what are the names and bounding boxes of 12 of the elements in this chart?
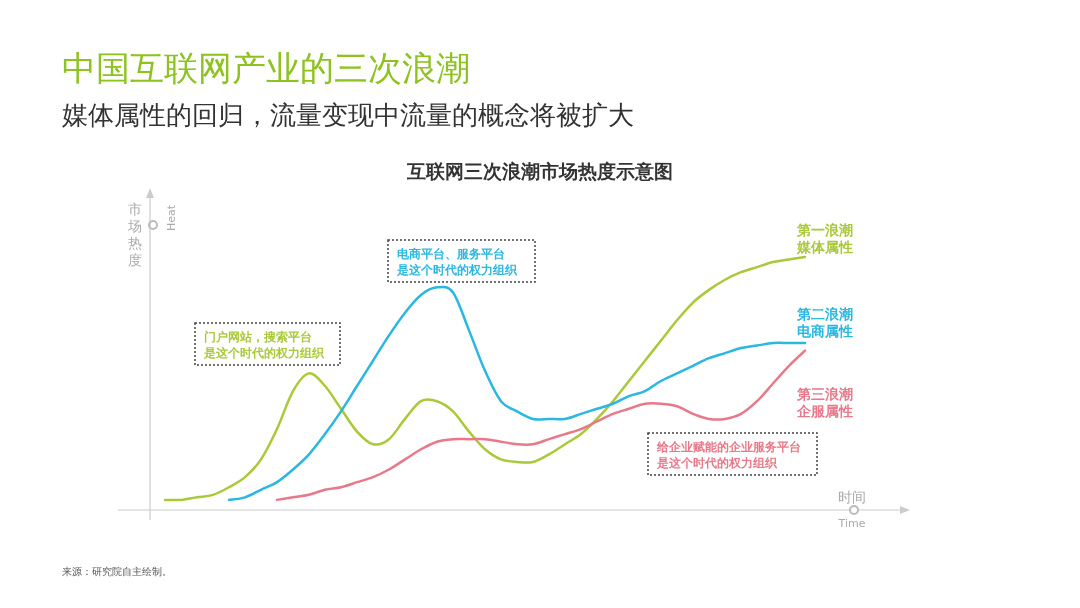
- annotation: 门户网站，搜索平台是这个时代的权力组织: [203, 330, 325, 360]
- source-note: 来源：研究院自主绘制。: [62, 566, 172, 577]
- series-label: 第一浪潮媒体属性: [796, 222, 853, 255]
- annotation: 给企业赋能的企业服务平台是这个时代的权力组织: [656, 440, 801, 470]
- annotation: 电商平台、服务平台是这个时代的权力组织: [396, 247, 518, 277]
- series-label: 第三浪潮企服属性: [796, 385, 853, 419]
- series-label: 第二浪潮电商属性: [796, 306, 853, 340]
- chart-title: 中国互联网产业的三次浪潮: [62, 48, 470, 88]
- text: 市场热度 Heat: [128, 201, 178, 268]
- text: 互联网三次浪潮市场热度示意图: [406, 160, 673, 182]
- x-axis-title: 时间 Time: [837, 489, 866, 530]
- chart-subtitle: 媒体属性的回归，流量变现中流量的概念将被扩大: [62, 100, 634, 130]
